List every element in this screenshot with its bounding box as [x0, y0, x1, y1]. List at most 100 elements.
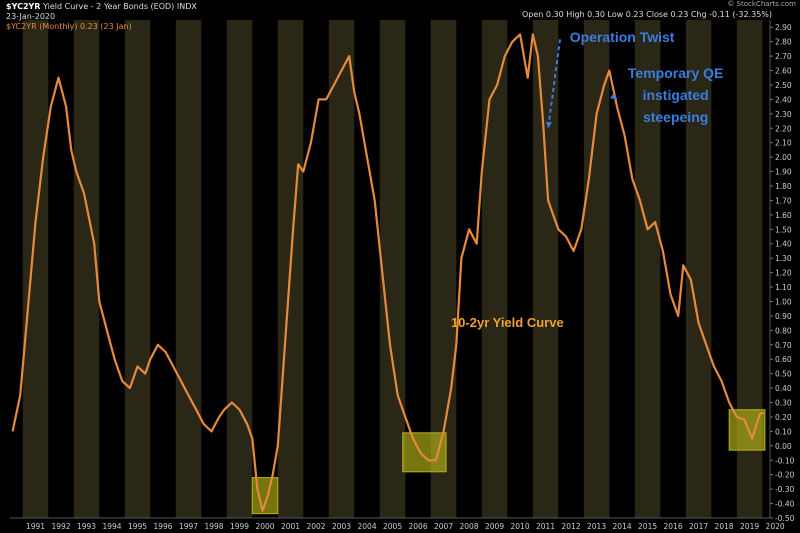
year-band [685, 20, 712, 518]
y-tick-label: 2.00 [775, 153, 792, 162]
x-tick-label: 1998 [204, 522, 223, 531]
y-tick-label: 2.10 [775, 139, 792, 148]
y-tick-label: 2.90 [775, 23, 792, 32]
x-tick-label: 2004 [358, 522, 377, 531]
y-tick-label: 0.50 [775, 370, 792, 379]
chart-annotation: steepeing [642, 108, 709, 125]
y-tick-label: -0.40 [775, 500, 795, 509]
x-tick-label: 2008 [460, 522, 479, 531]
x-tick-label: 1995 [128, 522, 147, 531]
y-tick-label: 2.40 [775, 95, 792, 104]
x-tick-label: 2015 [638, 522, 657, 531]
annotation-arrowhead [545, 121, 552, 129]
price-series [11, 33, 765, 512]
chart-annotation: 10-2yr Yield Curve [450, 315, 564, 331]
chart-header: $YC2YR Yield Curve - 2 Year Bonds (EOD) … [6, 2, 197, 11]
x-tick-label: 1994 [102, 522, 121, 531]
y-tick-label: 1.50 [775, 225, 792, 234]
y-tick-label: 0.80 [775, 326, 792, 335]
y-tick-label: 0.70 [775, 341, 792, 350]
y-tick-label: -0.10 [775, 456, 795, 465]
y-tick-label: 0.60 [775, 355, 792, 364]
y-axis: -0.50 -0.40 -0.30 -0.20 -0.10 0.00 0.10 0.20 0.3… [769, 20, 795, 523]
y-tick-label: 1.30 [775, 254, 792, 263]
x-tick-label: 1997 [179, 522, 198, 531]
x-tick-label: 1991 [26, 522, 45, 531]
x-tick-label: 2018 [715, 522, 734, 531]
symbol-label: $YC2YR [6, 2, 41, 11]
chart-annotation: instigated [642, 87, 709, 104]
annotation-arrow [547, 39, 562, 129]
x-tick-label: 2020 [766, 522, 785, 531]
year-bands [22, 20, 763, 518]
y-tick-label: 0.10 [775, 427, 792, 436]
y-tick-label: 1.20 [775, 269, 792, 278]
year-band [328, 20, 355, 518]
watermark: © StockCharts.com [727, 0, 796, 8]
x-tick-label: 2001 [281, 522, 300, 531]
y-tick-label: 1.90 [775, 168, 792, 177]
ohlc-readout: Open 0.30 High 0.30 Low 0.23 Close 0.23 … [521, 10, 772, 19]
year-band [379, 20, 406, 518]
x-tick-label: 2012 [562, 522, 581, 531]
x-tick-label: 2011 [536, 522, 555, 531]
x-tick-label: 1993 [77, 522, 96, 531]
y-tick-label: 2.70 [775, 52, 792, 61]
y-tick-label: -0.30 [775, 485, 795, 494]
x-axis: 1991 1992 1993 1994 1995 1996 1997 1998 1999 2000… [10, 517, 785, 531]
y-tick-label: 2.30 [775, 110, 792, 119]
y-tick-label: 0.30 [775, 399, 792, 408]
year-band [22, 20, 49, 518]
x-tick-label: 2010 [511, 522, 530, 531]
y-tick-label: 2.60 [775, 67, 792, 76]
y-tick-label: 1.80 [775, 182, 792, 191]
y-tick-label: 0.20 [775, 413, 792, 422]
highlight-boxes [251, 409, 766, 515]
y-tick-label: 2.20 [775, 124, 792, 133]
y-tick-label: 1.10 [775, 283, 792, 292]
y-tick-label: -0.20 [775, 471, 795, 480]
x-tick-label: 2003 [332, 522, 351, 531]
exchange-label: INDX [176, 2, 197, 11]
x-tick-label: 2017 [689, 522, 708, 531]
x-tick-label: 2019 [740, 522, 759, 531]
year-band [481, 20, 508, 518]
x-tick-label: 2013 [587, 522, 606, 531]
year-band [226, 20, 253, 518]
yield-curve-line [11, 33, 765, 512]
x-tick-label: 2014 [613, 522, 632, 531]
x-tick-label: 2000 [255, 522, 274, 531]
year-band [532, 20, 559, 518]
y-tick-label: 1.70 [775, 196, 792, 205]
y-tick-label: 2.80 [775, 38, 792, 47]
annotation-arrows [545, 39, 618, 129]
y-tick-label: 0.00 [775, 442, 792, 451]
year-band [634, 20, 661, 518]
year-band [583, 20, 610, 518]
x-tick-label: 2007 [434, 522, 453, 531]
x-tick-label: 2005 [383, 522, 402, 531]
year-band [175, 20, 202, 518]
x-tick-label: 2002 [306, 522, 325, 531]
y-tick-label: 1.60 [775, 211, 792, 220]
x-tick-label: 2016 [664, 522, 683, 531]
y-tick-label: 2.50 [775, 81, 792, 90]
highlight-box [402, 432, 447, 473]
date-label: 23-Jan-2020 [6, 12, 56, 21]
chart-annotation: Operation Twist [569, 29, 675, 46]
chart-title: Yield Curve - 2 Year Bonds (EOD) [43, 2, 175, 11]
annotation-arrowhead [610, 93, 617, 100]
x-tick-label: 1999 [230, 522, 249, 531]
x-tick-label: 2009 [485, 522, 504, 531]
y-tick-label: 0.40 [775, 384, 792, 393]
year-band [124, 20, 151, 518]
series-legend: $YC2YR (Monthly) 0.23 (23 Jan) [6, 22, 132, 31]
y-tick-label: -0.50 [775, 514, 795, 523]
x-tick-label: 1996 [153, 522, 172, 531]
x-tick-label: 1992 [51, 522, 70, 531]
y-tick-label: 1.00 [775, 297, 792, 306]
y-tick-label: 1.40 [775, 240, 792, 249]
y-tick-label: 0.90 [775, 312, 792, 321]
year-band [73, 20, 100, 518]
